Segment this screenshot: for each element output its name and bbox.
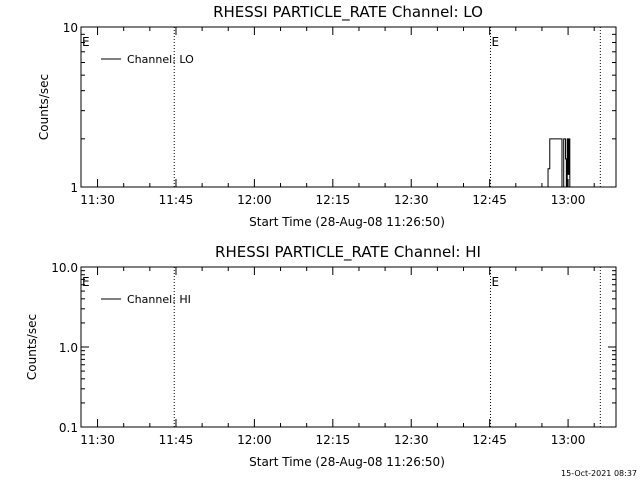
plot-frame (80, 26, 617, 188)
x-tick-label: 12:00 (237, 193, 272, 207)
x-tick-label: 11:30 (80, 433, 115, 447)
generation-timestamp: 15-Oct-2021 08:37 (561, 469, 637, 478)
x-axis-label: Start Time (28-Aug-08 11:26:50) (249, 455, 445, 469)
y-axis-label: Counts/sec (37, 74, 51, 140)
chart-title: RHESSI PARTICLE_RATE Channel: LO (213, 3, 483, 22)
x-tick-label: 12:45 (472, 433, 507, 447)
x-axis-label: Start Time (28-Aug-08 11:26:50) (249, 215, 445, 229)
event-marker-label: E (82, 35, 90, 49)
legend-entry: Channel: HI (127, 293, 191, 306)
x-tick-label: 13:00 (551, 193, 586, 207)
chart-title: RHESSI PARTICLE_RATE Channel: HI (215, 243, 481, 262)
y-tick-label: 1.0 (59, 341, 78, 355)
x-tick-label: 12:30 (394, 193, 429, 207)
x-tick-label: 12:00 (237, 433, 272, 447)
x-tick-label: 11:45 (159, 193, 194, 207)
legend-entry: Channel: LO (127, 53, 194, 66)
y-tick-label: 0.1 (59, 421, 78, 435)
x-tick-label: 12:45 (472, 193, 507, 207)
plot-frame (80, 266, 617, 428)
x-tick-label: 12:15 (316, 433, 351, 447)
x-tick-label: 12:30 (394, 433, 429, 447)
y-axis-label: Counts/sec (25, 314, 39, 380)
x-tick-label: 12:15 (316, 193, 351, 207)
event-marker-label: E (492, 275, 500, 289)
x-tick-label: 11:45 (159, 433, 194, 447)
data-series-line (545, 138, 571, 188)
event-marker-label: E (82, 275, 90, 289)
y-tick-label: 10 (63, 21, 78, 35)
y-tick-label: 10.0 (51, 261, 78, 275)
x-tick-label: 13:00 (551, 433, 586, 447)
y-tick-label: 1 (70, 181, 78, 195)
x-tick-label: 11:30 (80, 193, 115, 207)
event-marker-label: E (492, 35, 500, 49)
hi-channel-panel: RHESSI PARTICLE_RATE Channel: HI Counts/… (25, 243, 617, 469)
lo-channel-panel: RHESSI PARTICLE_RATE Channel: LO Counts/… (37, 3, 617, 229)
